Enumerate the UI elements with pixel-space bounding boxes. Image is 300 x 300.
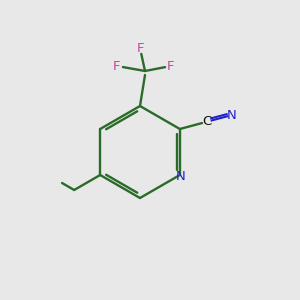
Text: N: N	[176, 169, 186, 182]
Text: N: N	[227, 109, 237, 122]
Text: F: F	[113, 59, 121, 73]
Text: F: F	[167, 59, 175, 73]
Text: F: F	[136, 41, 144, 55]
Text: C: C	[202, 115, 212, 128]
